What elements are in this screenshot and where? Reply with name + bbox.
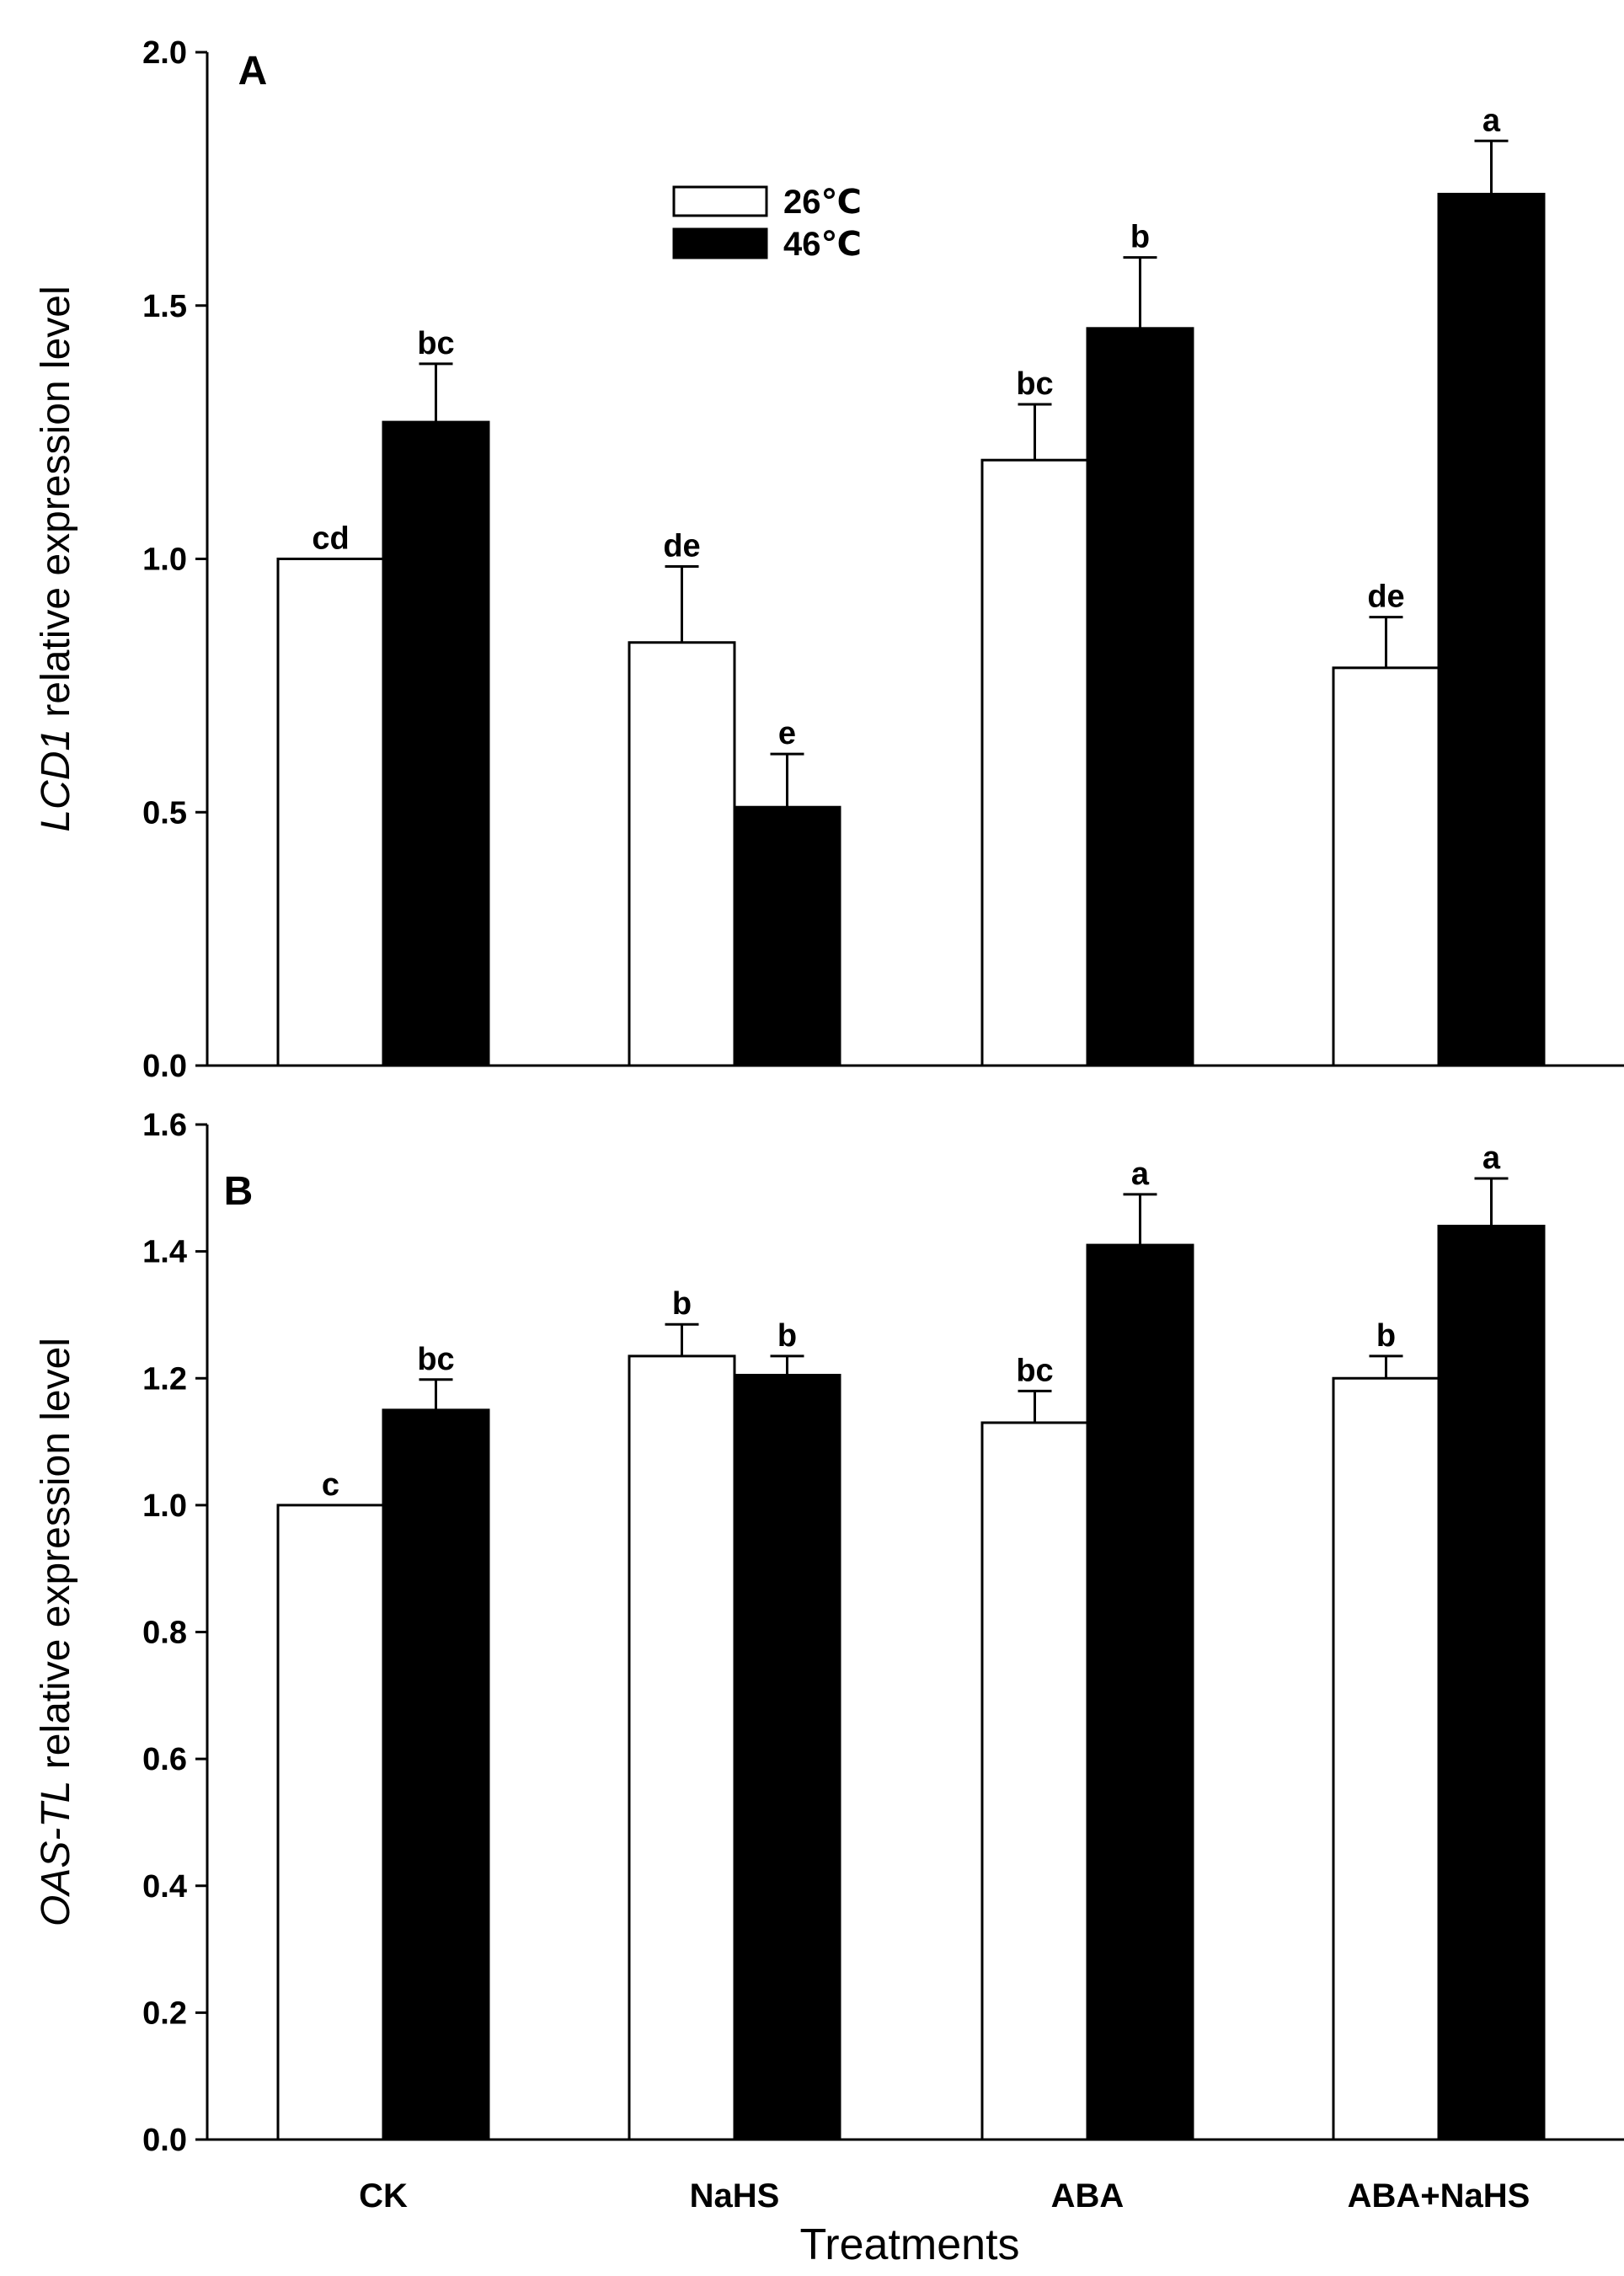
y-tick-label: 0.6	[142, 1742, 187, 1777]
y-axis-title-text: relative expression level	[34, 286, 78, 729]
significance-letter: e	[778, 716, 796, 751]
y-tick-label: 0.0	[142, 1049, 187, 1084]
bar-26c-ck	[276, 558, 385, 1067]
bar-26c-aba	[980, 458, 1089, 1067]
y-axis-title-text: relative expression level	[34, 1338, 78, 1781]
significance-letter: de	[1367, 580, 1404, 615]
y-axis-gene-name: OAS-TL	[34, 1781, 78, 1926]
panel-b-chart: 0.0 0.2 0.4 0.6 0.8 1.0 1.2 1.4 1.6 c bc CK b b NaHS bc…	[34, 1108, 1624, 2215]
significance-letter: de	[663, 529, 700, 564]
bar-46c-aba-nahs	[1437, 192, 1546, 1067]
bar-46c-aba-nahs	[1437, 1225, 1546, 2141]
y-tick-label: 1.4	[142, 1235, 187, 1270]
y-tick-label: 1.0	[142, 1488, 187, 1524]
bar-26c-nahs	[628, 641, 736, 1067]
significance-letter: bc	[1016, 366, 1053, 402]
bar-26c-nahs	[628, 1354, 736, 2141]
category-label: ABA+NaHS	[1348, 2177, 1531, 2215]
y-tick-label: 0.0	[142, 2123, 187, 2158]
y-tick-label: 1.2	[142, 1361, 187, 1397]
y-axis-gene-name: LCD1	[34, 729, 78, 832]
y-tick-label: 0.4	[142, 1869, 187, 1905]
category-label: ABA	[1051, 2177, 1125, 2215]
legend-swatch	[672, 185, 768, 217]
bar-46c-nahs	[733, 1373, 841, 2141]
y-tick-label: 0.5	[142, 795, 187, 831]
significance-letter: a	[1482, 103, 1501, 138]
y-tick-label: 2.0	[142, 35, 187, 71]
panel-a-chart: 0.0 0.5 1.0 1.5 2.0 cd bc de e bc b de a A LCD1 relati…	[34, 35, 1624, 1084]
legend: 26℃46℃	[672, 184, 862, 263]
legend-swatch	[672, 227, 768, 259]
y-axis-title: OAS-TL relative expression level	[34, 1338, 78, 1926]
bar-26c-ck	[276, 1504, 385, 2141]
category-label: CK	[359, 2177, 408, 2215]
significance-letter: c	[322, 1467, 339, 1503]
bar-26c-aba-nahs	[1332, 666, 1440, 1067]
significance-letter: b	[672, 1286, 692, 1322]
panel-letter: B	[224, 1169, 254, 1214]
y-tick-label: 1.6	[142, 1108, 187, 1143]
significance-letter: a	[1131, 1157, 1150, 1192]
bar-46c-nahs	[733, 805, 841, 1067]
x-axis-title: Treatments	[799, 2220, 1019, 2269]
bar-26c-aba	[980, 1421, 1089, 2141]
bar-46c-ck	[382, 1408, 490, 2141]
y-tick-label: 0.2	[142, 1996, 187, 2031]
y-tick-label: 1.0	[142, 542, 187, 578]
bar-46c-aba	[1086, 327, 1194, 1067]
bar-26c-aba-nahs	[1332, 1376, 1440, 2141]
significance-letter: bc	[417, 1342, 454, 1377]
legend-label: 26℃	[783, 184, 862, 221]
significance-letter: bc	[1016, 1353, 1053, 1388]
significance-letter: b	[1130, 220, 1150, 255]
y-axis-title: LCD1 relative expression level	[34, 286, 78, 831]
category-label: NaHS	[690, 2177, 780, 2215]
panel-letter: A	[238, 49, 268, 93]
significance-letter: b	[777, 1318, 797, 1354]
significance-letter: a	[1482, 1141, 1501, 1176]
legend-label: 46℃	[783, 226, 862, 263]
y-tick-label: 1.5	[142, 289, 187, 324]
y-tick-label: 0.8	[142, 1616, 187, 1651]
bar-46c-ck	[382, 420, 490, 1067]
significance-letter: cd	[312, 521, 349, 557]
significance-letter: b	[1376, 1318, 1396, 1354]
significance-letter: bc	[417, 326, 454, 361]
bar-46c-aba	[1086, 1243, 1194, 2141]
